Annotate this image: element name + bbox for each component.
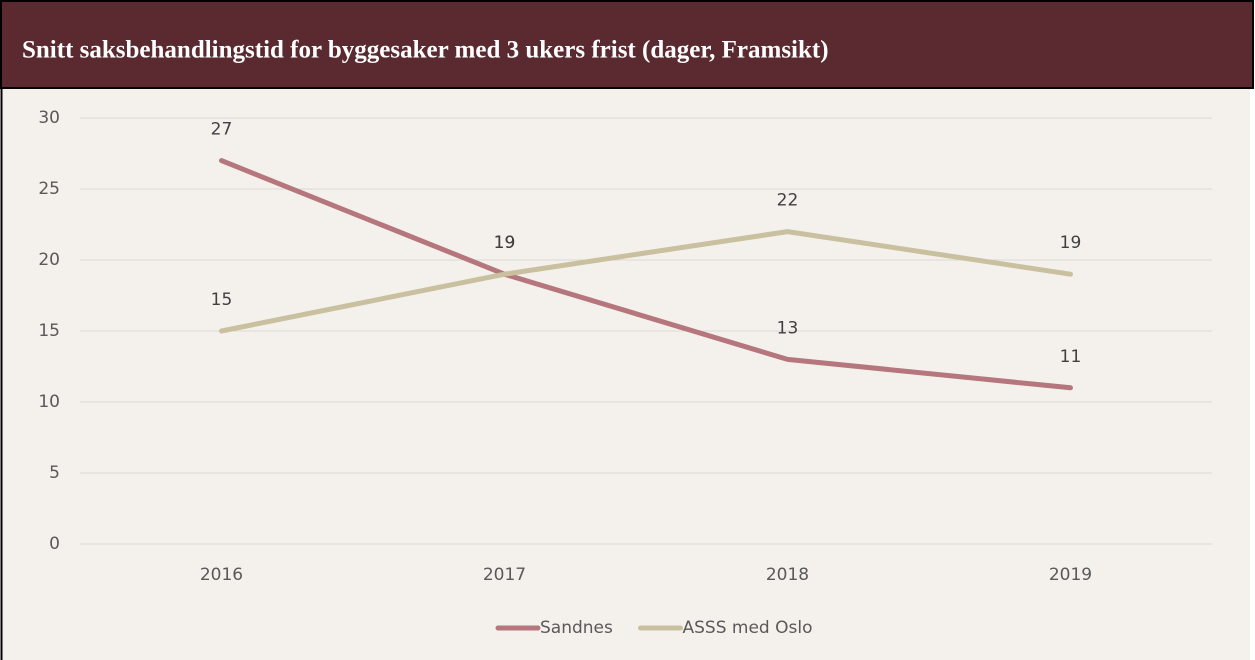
data-label: 13 bbox=[777, 318, 799, 338]
data-label: 19 bbox=[494, 233, 516, 253]
series-line bbox=[219, 229, 1073, 334]
data-label: 19 bbox=[1060, 233, 1082, 253]
legend-label: ASSS med Oslo bbox=[683, 618, 813, 638]
y-tick-label: 20 bbox=[38, 250, 60, 270]
data-label: 27 bbox=[211, 120, 233, 140]
data-label: 22 bbox=[777, 191, 799, 211]
data-label: 11 bbox=[1060, 347, 1082, 367]
y-tick-label: 5 bbox=[49, 463, 60, 483]
y-tick-label: 15 bbox=[38, 321, 60, 341]
series-line bbox=[219, 158, 1073, 391]
data-label: 19 bbox=[494, 233, 516, 253]
data-label: 15 bbox=[211, 290, 233, 310]
y-tick-label: 0 bbox=[49, 534, 60, 554]
x-tick-label: 2019 bbox=[1049, 565, 1092, 585]
x-tick-label: 2018 bbox=[766, 565, 809, 585]
y-tick-label: 25 bbox=[38, 179, 60, 199]
plot-background bbox=[1, 88, 1250, 660]
y-tick-label: 30 bbox=[38, 108, 60, 128]
header bbox=[0, 0, 1254, 89]
chart-title: Snitt saksbehandlingstid for byggesaker … bbox=[22, 37, 829, 64]
x-tick-label: 2016 bbox=[200, 565, 243, 585]
x-tick-label: 2017 bbox=[483, 565, 526, 585]
legend-label: Sandnes bbox=[540, 618, 613, 638]
y-tick-label: 10 bbox=[38, 392, 60, 412]
